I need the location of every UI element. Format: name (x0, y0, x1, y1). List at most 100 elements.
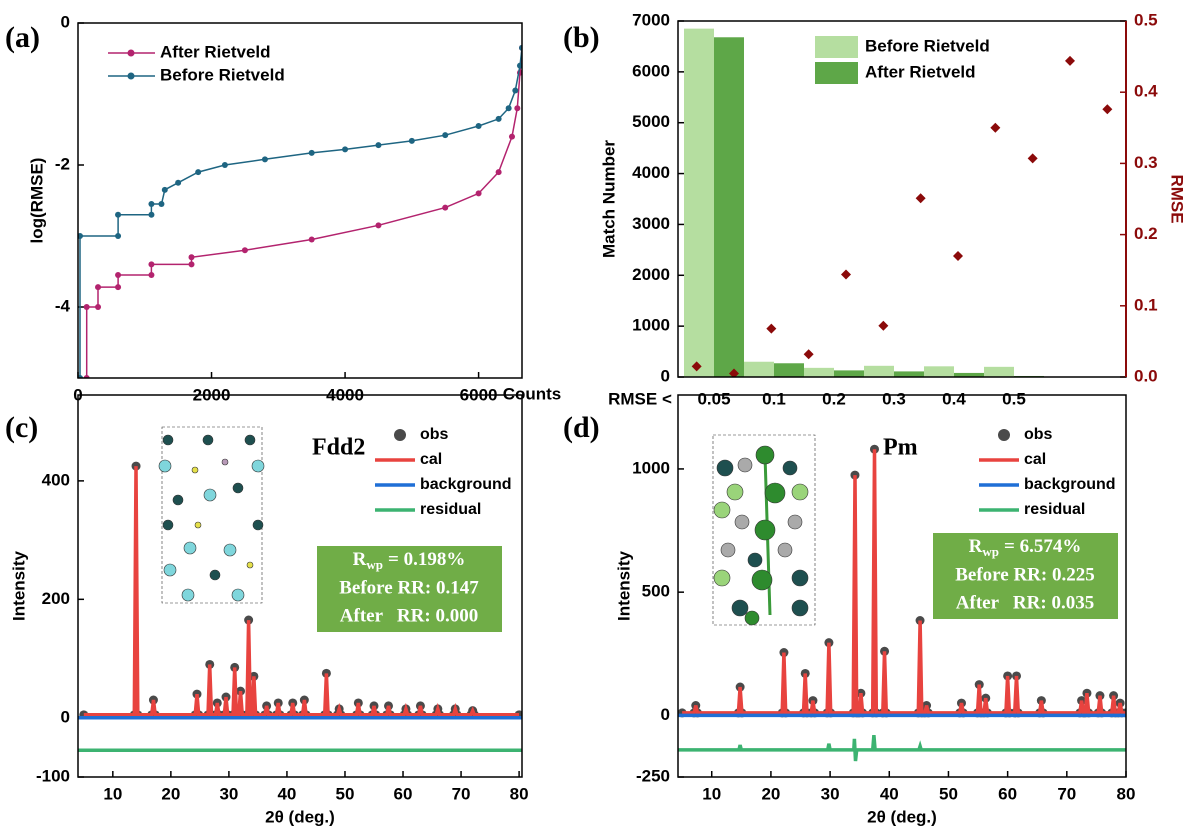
fit-value: = 6.574% (1004, 536, 1081, 557)
y-tick-label: -250 (636, 766, 670, 785)
y-tick-label: 400 (42, 470, 70, 489)
y-axis-label: log(RMSE) (27, 158, 46, 244)
legend-label: cal (420, 451, 442, 468)
x-tick-label: 0.5 (1002, 389, 1026, 408)
x-tick-label: 50 (939, 784, 958, 803)
data-point (222, 162, 228, 168)
fit-line: After RR: 0.035 (956, 592, 1094, 613)
y-tick-label: 1000 (632, 458, 670, 477)
y-tick-label: -4 (55, 296, 71, 315)
legend-label: obs (1024, 426, 1053, 443)
bar (894, 371, 924, 377)
x-axis-label: 2θ (deg.) (867, 807, 937, 826)
y-axis-label: Intensity (614, 551, 633, 621)
x-axis-label: Counts (503, 384, 562, 403)
x-tick-label: 0.2 (822, 389, 846, 408)
panel-label: (d) (563, 411, 600, 444)
x-tick-label: 0.4 (942, 389, 966, 408)
y-tick-label: -100 (36, 766, 70, 785)
y-tick-label: 2000 (632, 265, 670, 284)
y-tick-label: 500 (642, 582, 670, 601)
data-point (115, 212, 121, 218)
legend-label: cal (1024, 451, 1046, 468)
data-point (189, 261, 195, 267)
data-point (95, 304, 101, 310)
x-tick-label: 30 (821, 784, 840, 803)
x-axis-label: 2θ (deg.) (265, 807, 335, 826)
bar (714, 37, 744, 377)
y-tick-label: -2 (55, 154, 70, 173)
data-point (375, 142, 381, 148)
data-point (309, 237, 315, 243)
y2-tick-label: 0.2 (1134, 224, 1158, 243)
y-axis-label: Match Number (599, 140, 618, 258)
x-tick-label: 70 (452, 784, 471, 803)
y2-axis-label: RMSE (1168, 174, 1187, 223)
data-point (95, 284, 101, 290)
y-tick-label: 6000 (632, 61, 670, 80)
y-tick-label: 200 (42, 589, 70, 608)
x-tick-label: 80 (1117, 784, 1136, 803)
y-axis-label: Intensity (9, 551, 28, 621)
y2-tick-label: 0.0 (1134, 366, 1158, 385)
legend-label: After Rietveld (160, 42, 271, 61)
x-tick-label: 70 (1057, 784, 1076, 803)
data-point (148, 212, 154, 218)
x-axis-label: RMSE < (608, 389, 672, 408)
bar (864, 366, 894, 377)
data-point (442, 132, 448, 138)
y-tick-label: 7000 (632, 10, 670, 29)
panel-label: (c) (5, 411, 38, 444)
data-point (409, 138, 415, 144)
data-point (148, 261, 154, 267)
data-point (342, 146, 348, 152)
fit-subscript: wp (982, 544, 999, 559)
bar (984, 367, 1014, 377)
x-tick-label: 0.3 (882, 389, 906, 408)
x-tick-label: 20 (761, 784, 780, 803)
x-tick-label: 0.1 (762, 389, 786, 408)
data-point (162, 187, 168, 193)
y-tick-label: 5000 (632, 112, 670, 131)
legend-marker (998, 429, 1010, 441)
legend-label: obs (420, 426, 449, 443)
x-tick-label: 50 (336, 784, 355, 803)
x-tick-label: 10 (702, 784, 721, 803)
data-point (242, 247, 248, 253)
fit-symbol: R (969, 536, 983, 557)
data-point (375, 222, 381, 228)
data-point (506, 105, 512, 111)
figure: (a)-4-20log(RMSE)0200040006000CountsAfte… (0, 0, 1189, 832)
data-point (148, 201, 154, 207)
data-point (84, 304, 90, 310)
bar (924, 366, 954, 377)
y-tick-label: 3000 (632, 214, 670, 233)
data-point (115, 272, 121, 278)
data-point (442, 205, 448, 211)
y2-tick-label: 0.5 (1134, 10, 1158, 29)
x-tick-label: 40 (277, 784, 296, 803)
legend-marker (128, 73, 135, 80)
bar (804, 368, 834, 377)
fit-line: Before RR: 0.147 (339, 577, 479, 598)
x-tick-label: 0.05 (697, 389, 730, 408)
data-point (262, 156, 268, 162)
y-tick-label: 0 (661, 705, 670, 724)
legend-label: After Rietveld (865, 62, 976, 81)
x-tick-label: 30 (219, 784, 238, 803)
data-point (496, 116, 502, 122)
legend-swatch (815, 36, 858, 58)
x-tick-label: 80 (510, 784, 529, 803)
data-point (476, 123, 482, 129)
data-point (175, 180, 181, 186)
x-tick-label: 20 (161, 784, 180, 803)
x-tick-label: 60 (998, 784, 1017, 803)
data-point (309, 150, 315, 156)
legend-label: Before Rietveld (865, 36, 990, 55)
data-point (148, 272, 154, 278)
data-point (509, 134, 515, 140)
data-point (115, 233, 121, 239)
y-tick-label: 0 (61, 707, 70, 726)
data-point (195, 169, 201, 175)
legend-swatch (815, 62, 858, 84)
